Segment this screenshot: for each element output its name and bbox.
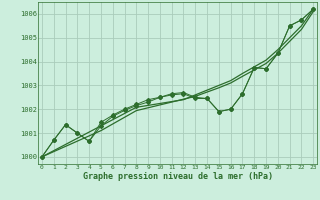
X-axis label: Graphe pression niveau de la mer (hPa): Graphe pression niveau de la mer (hPa) bbox=[83, 172, 273, 181]
